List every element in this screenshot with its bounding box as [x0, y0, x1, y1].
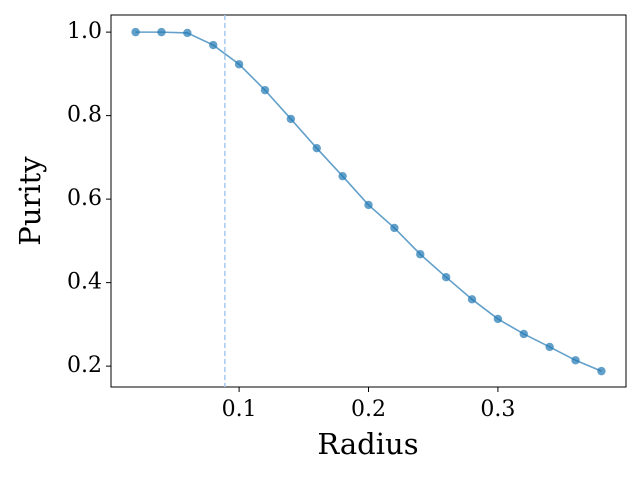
- data-point: [364, 200, 373, 210]
- y-tick-label: 0.4: [67, 270, 102, 295]
- data-point: [157, 27, 166, 37]
- y-tick-label: 0.8: [67, 103, 102, 128]
- data-point: [545, 342, 554, 352]
- data-point: [467, 295, 477, 304]
- y-axis-label: Purity: [13, 156, 47, 246]
- data-point: [286, 114, 296, 124]
- x-tick-label: 0.1: [222, 397, 257, 422]
- data-point: [519, 329, 528, 339]
- data-point: [131, 27, 140, 37]
- x-axis-label: Radius: [317, 427, 418, 461]
- data-point: [571, 356, 580, 365]
- data-point: [493, 314, 503, 324]
- y-tick-label: 0.2: [67, 353, 102, 378]
- data-point: [390, 223, 399, 233]
- data-point: [260, 85, 270, 95]
- y-tick-label: 0.6: [67, 186, 102, 211]
- data-point: [338, 171, 347, 181]
- data-point: [234, 60, 244, 69]
- x-tick-label: 0.3: [480, 397, 515, 422]
- y-tick-label: 1.0: [67, 19, 102, 44]
- data-point: [597, 366, 606, 376]
- data-point: [441, 272, 451, 282]
- data-point: [209, 40, 218, 50]
- data-point: [312, 143, 321, 153]
- data-point: [416, 250, 425, 259]
- data-point: [183, 28, 192, 38]
- x-tick-label: 0.2: [351, 397, 386, 422]
